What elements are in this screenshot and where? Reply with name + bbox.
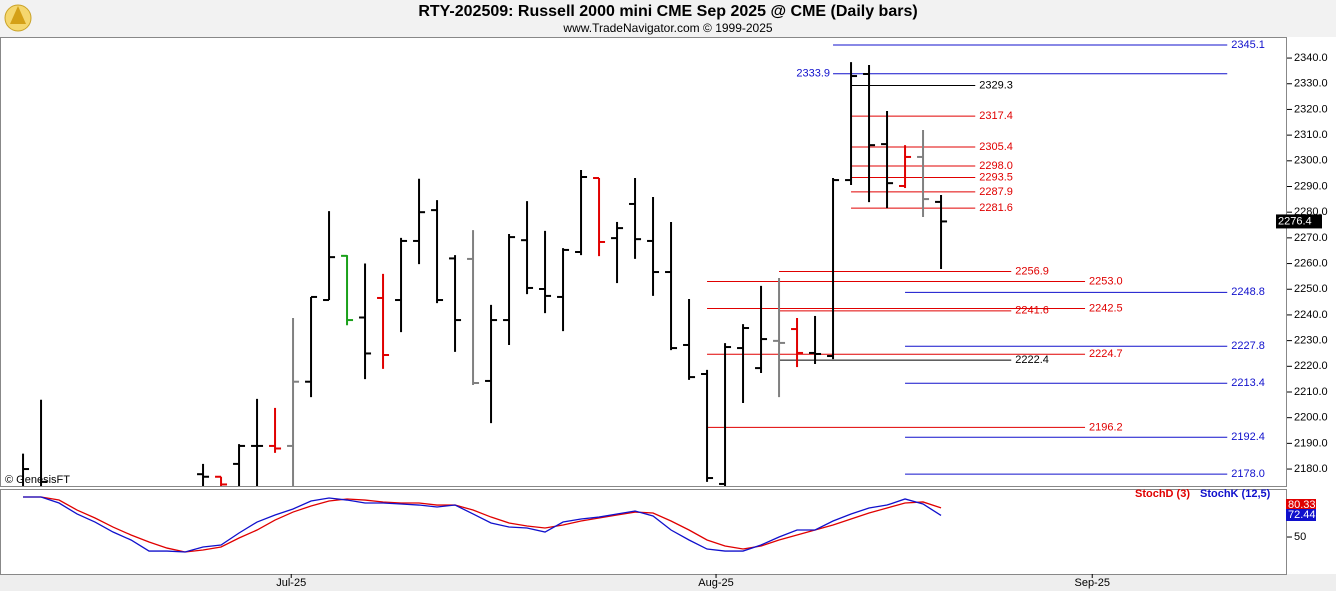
last-value-label: 72.44 <box>1288 509 1316 521</box>
level-label: 2253.0 <box>1089 275 1123 287</box>
level-label: 2242.5 <box>1089 302 1123 314</box>
level-label: 2329.3 <box>979 79 1013 91</box>
level-label: 2305.4 <box>979 141 1013 153</box>
y-tick-label: 2210.0 <box>1294 386 1328 398</box>
level-label: 2222.4 <box>1015 354 1049 366</box>
legend-entry: StochK (12,5) <box>1200 488 1271 500</box>
legend-entry: StochD (3) <box>1135 488 1190 500</box>
stoch-plot <box>23 496 942 553</box>
y-tick-label: 2240.0 <box>1294 309 1328 321</box>
date-axis-bg <box>0 574 1336 591</box>
last-value-box <box>1286 499 1316 511</box>
level-label: 2298.0 <box>979 160 1013 172</box>
stoch-line <box>23 496 942 553</box>
level-label: 2248.8 <box>1231 286 1265 298</box>
logo <box>4 4 32 32</box>
stoch-line <box>23 496 942 553</box>
x-tick-label: Sep-25 <box>1074 577 1109 589</box>
y-tick-label: 50 <box>1294 531 1306 543</box>
y-tick-label: 2250.0 <box>1294 283 1328 295</box>
y-tick-label: 2340.0 <box>1294 52 1328 64</box>
y-tick-label: 2270.0 <box>1294 232 1328 244</box>
y-tick-label: 2300.0 <box>1294 155 1328 167</box>
y-tick-label: 2310.0 <box>1294 129 1328 141</box>
y-tick-label: 2290.0 <box>1294 180 1328 192</box>
x-tick-label: Jul-25 <box>276 577 306 589</box>
y-tick-label: 2230.0 <box>1294 335 1328 347</box>
last-price-box <box>1276 214 1322 229</box>
last-price-label: 2276.4 <box>1278 215 1312 227</box>
chart-subtitle: www.TradeNavigator.com © 1999-2025 <box>562 21 772 35</box>
stoch-panel <box>0 489 1287 575</box>
level-label: 2213.4 <box>1231 377 1265 389</box>
y-tick-label: 2200.0 <box>1294 412 1328 424</box>
header-bg <box>0 0 1336 37</box>
level-label: 2227.8 <box>1231 340 1265 352</box>
level-label: 2317.4 <box>979 110 1013 122</box>
level-label: 2333.9 <box>796 68 830 80</box>
level-label: 2224.7 <box>1089 348 1123 360</box>
level-label: 2345.1 <box>1231 39 1265 51</box>
level-label: 2256.9 <box>1015 265 1049 277</box>
y-tick-label: 2320.0 <box>1294 103 1328 115</box>
level-label: 2281.6 <box>979 202 1013 214</box>
last-value-label: 80.33 <box>1288 499 1316 511</box>
chart-title: RTY-202509: Russell 2000 mini CME Sep 20… <box>418 3 917 20</box>
level-label: 2293.5 <box>979 171 1013 183</box>
y-tick-label: 2330.0 <box>1294 78 1328 90</box>
price-plot <box>22 44 1228 486</box>
watermark: © GenesisFT <box>5 474 70 486</box>
last-value-box <box>1286 509 1316 521</box>
level-label: 2241.6 <box>1015 305 1049 317</box>
y-tick-label: 2260.0 <box>1294 257 1328 269</box>
y-tick-label: 2180.0 <box>1294 463 1328 475</box>
level-label: 2287.9 <box>979 186 1013 198</box>
level-label: 2178.0 <box>1231 468 1265 480</box>
level-label: 2192.4 <box>1231 431 1265 443</box>
y-tick-label: 2220.0 <box>1294 360 1328 372</box>
x-tick-label: Aug-25 <box>698 577 733 589</box>
y-tick-label: 2190.0 <box>1294 437 1328 449</box>
level-label: 2196.2 <box>1089 421 1123 433</box>
price-panel <box>0 37 1287 487</box>
